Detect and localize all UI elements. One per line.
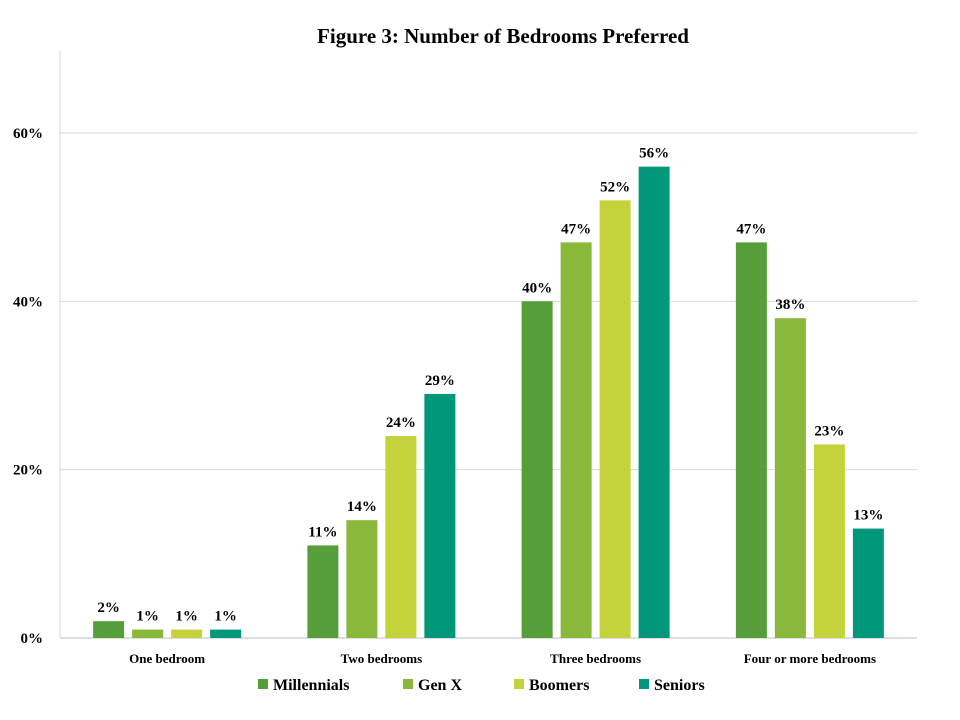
bar-boomers <box>599 200 631 639</box>
y-tick-label: 20% <box>13 463 43 479</box>
data-label: 23% <box>814 423 844 439</box>
data-label: 1% <box>175 609 198 625</box>
legend-swatch <box>258 679 268 689</box>
bar-boomers <box>171 629 203 638</box>
data-label: 14% <box>347 499 377 515</box>
data-label: 52% <box>600 179 630 195</box>
legend-label: Millennials <box>273 677 349 694</box>
bar-seniors <box>852 528 884 638</box>
data-label: 47% <box>561 221 591 237</box>
bar-seniors <box>424 393 456 638</box>
bar-gen-x <box>346 520 378 638</box>
bar-gen-x <box>774 318 806 638</box>
bar-seniors <box>638 166 670 638</box>
data-label: 13% <box>853 508 883 524</box>
bar-gen-x <box>132 629 164 638</box>
bar-millennials <box>735 242 767 638</box>
bar-boomers <box>385 436 417 638</box>
legend-swatch <box>403 679 413 689</box>
bar-millennials <box>307 545 339 638</box>
x-tick-label: One bedroom <box>129 651 205 666</box>
chart-title: Figure 3: Number of Bedrooms Preferred <box>317 24 689 48</box>
y-axis-ticks: 0% 20% 40% 60% <box>13 126 43 647</box>
y-tick-label: 40% <box>13 294 43 310</box>
x-tick-label: Three bedrooms <box>550 651 641 666</box>
data-labels: 2% 1% 1% 1% 11% 14% 24% 29% 40% 47% 52% 56% 47% 38% 23… <box>97 146 883 625</box>
data-label: 1% <box>136 609 159 625</box>
bars <box>93 166 884 639</box>
gridlines <box>60 132 917 639</box>
x-axis-ticks: One bedroom Two bedrooms Three bedrooms Fou… <box>129 651 876 666</box>
x-tick-label: Two bedrooms <box>341 651 423 666</box>
data-label: 47% <box>736 221 766 237</box>
data-label: 11% <box>308 524 337 540</box>
bar-boomers <box>813 444 845 638</box>
y-tick-label: 60% <box>13 126 43 142</box>
x-tick-label: Four or more bedrooms <box>744 651 876 666</box>
data-label: 38% <box>775 297 805 313</box>
bar-gen-x <box>560 242 592 638</box>
data-label: 1% <box>214 609 237 625</box>
bar-millennials <box>93 621 125 638</box>
bar-millennials <box>521 301 553 638</box>
legend-swatch <box>514 679 524 689</box>
data-label: 24% <box>386 415 416 431</box>
legend-label: Gen X <box>418 677 462 694</box>
legend: Millennials Gen X Boomers Seniors <box>258 677 705 694</box>
data-label: 29% <box>425 373 455 389</box>
legend-label: Boomers <box>529 677 589 694</box>
legend-label: Seniors <box>654 677 705 694</box>
data-label: 40% <box>522 280 552 296</box>
y-tick-label: 0% <box>21 631 44 647</box>
bar-seniors <box>210 629 242 638</box>
data-label: 56% <box>639 146 669 162</box>
legend-swatch <box>639 679 649 689</box>
data-label: 2% <box>97 600 120 616</box>
